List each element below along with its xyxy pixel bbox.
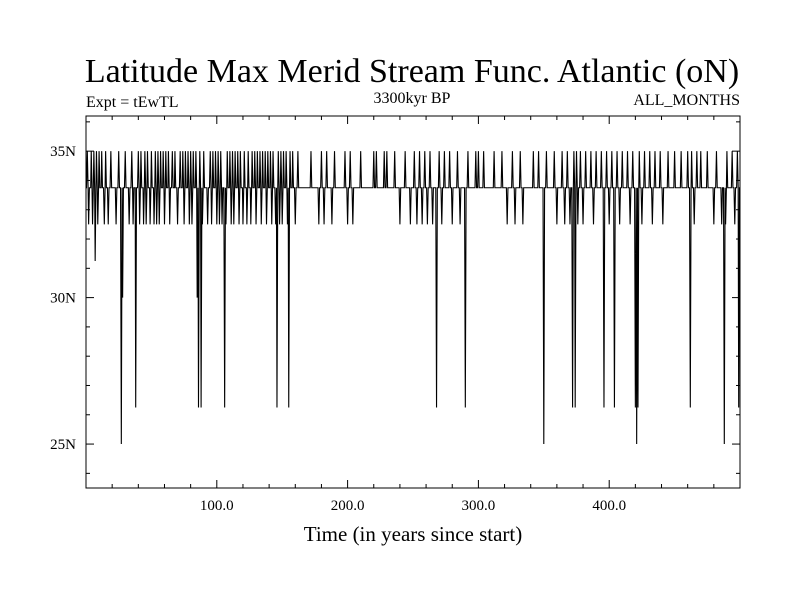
y-tick-label: 35N xyxy=(50,144,76,160)
x-tick-label: 300.0 xyxy=(462,498,496,514)
period-label: 3300kyr BP xyxy=(374,90,451,107)
x-axis-label: Time (in years since start) xyxy=(304,522,523,546)
months-label: ALL_MONTHS xyxy=(633,92,740,109)
series-line-0 xyxy=(85,151,741,445)
chart-title: Latitude Max Merid Stream Func. Atlantic… xyxy=(85,53,739,90)
axis-ticks: 100.0 200.0 300.0 400.0 25N 30N 35N xyxy=(50,116,740,514)
x-tick-label: 100.0 xyxy=(200,498,234,514)
x-tick-label: 200.0 xyxy=(331,498,365,514)
data-series xyxy=(85,151,741,445)
x-tick-label: 400.0 xyxy=(592,498,626,514)
y-tick-label: 30N xyxy=(50,291,76,307)
plot-frame xyxy=(85,115,741,489)
experiment-label: Expt = tEwTL xyxy=(86,94,179,111)
y-tick-label: 25N xyxy=(50,437,76,453)
